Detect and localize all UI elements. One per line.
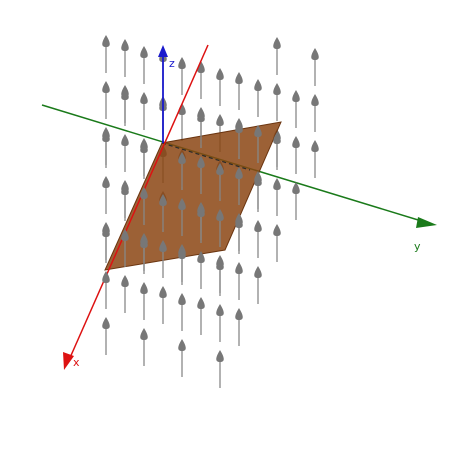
- field-arrow-head: [235, 72, 243, 84]
- field-arrow-head: [216, 114, 224, 126]
- field-arrow-head: [197, 61, 205, 73]
- field-arrow-head: [292, 90, 300, 102]
- field-arrow-head: [121, 39, 129, 51]
- field-arrow-head: [159, 240, 167, 252]
- field-arrow-head: [235, 216, 243, 228]
- field-arrow-head: [273, 132, 281, 144]
- field-arrow-head: [216, 350, 224, 362]
- field-arrow-head: [102, 130, 110, 142]
- field-arrow-head: [273, 37, 281, 49]
- field-arrow-head: [140, 46, 148, 58]
- field-arrow-head: [292, 182, 300, 194]
- field-arrow-head: [254, 174, 262, 186]
- field-arrow-head: [102, 81, 110, 93]
- field-arrow-head: [102, 176, 110, 188]
- field-arrow-head: [197, 156, 205, 168]
- field-arrow-head: [216, 68, 224, 80]
- field-arrow-head: [254, 79, 262, 91]
- field-arrow-head: [102, 317, 110, 329]
- field-arrow-head: [140, 92, 148, 104]
- field-arrow-head: [197, 205, 205, 217]
- field-arrow-head: [235, 262, 243, 274]
- field-arrow-head: [178, 247, 186, 259]
- field-arrow-head: [178, 152, 186, 164]
- field-arrow-head: [254, 266, 262, 278]
- x-axis-label: x: [73, 356, 80, 369]
- field-arrow-head: [178, 103, 186, 115]
- field-arrow-head: [140, 282, 148, 294]
- field-arrow-head: [178, 293, 186, 305]
- field-arrow-head: [121, 229, 129, 241]
- field-arrow-head: [273, 83, 281, 95]
- field-arrow-head: [197, 251, 205, 263]
- field-arrow-head: [102, 35, 110, 47]
- z-axis-head: [158, 45, 168, 57]
- x-axis: [68, 44, 209, 361]
- field-arrow-head: [159, 286, 167, 298]
- field-arrow-head: [235, 308, 243, 320]
- y-axis-label: y: [414, 240, 421, 253]
- field-arrow-head: [121, 88, 129, 100]
- field-arrow-head: [254, 220, 262, 232]
- field-arrow-head: [197, 110, 205, 122]
- field-arrow-head: [273, 178, 281, 190]
- field-arrow-head: [197, 297, 205, 309]
- field-arrow-head: [273, 224, 281, 236]
- x-axis-head: [63, 352, 74, 370]
- z-axis-label: z: [169, 57, 175, 70]
- field-arrow-head: [121, 134, 129, 146]
- field-arrow-head: [216, 304, 224, 316]
- field-arrow-head: [121, 183, 129, 195]
- field-front: [102, 48, 319, 388]
- field-arrow-head: [216, 258, 224, 270]
- field-arrow-head: [121, 275, 129, 287]
- field-arrow-head: [102, 271, 110, 283]
- field-arrow-head: [102, 225, 110, 237]
- field-arrow-head: [140, 187, 148, 199]
- y-axis-hidden: [161, 142, 251, 171]
- field-arrow-head: [159, 194, 167, 206]
- field-arrow-head: [178, 57, 186, 69]
- field-arrow-head: [178, 339, 186, 351]
- field-arrow-head: [311, 140, 319, 152]
- field-arrow-head: [216, 163, 224, 175]
- field-arrow-head: [311, 94, 319, 106]
- field-arrow-head: [178, 198, 186, 210]
- field-arrow-head: [216, 209, 224, 221]
- y-axis-head: [416, 217, 437, 228]
- field-arrow-head: [292, 136, 300, 148]
- field-arrow-head: [254, 125, 262, 137]
- field-arrow-head: [235, 167, 243, 179]
- field-arrow-head: [140, 141, 148, 153]
- field-arrow-head: [140, 236, 148, 248]
- field-arrow-head: [235, 121, 243, 133]
- field-arrow-head: [140, 328, 148, 340]
- field-arrow-head: [311, 48, 319, 60]
